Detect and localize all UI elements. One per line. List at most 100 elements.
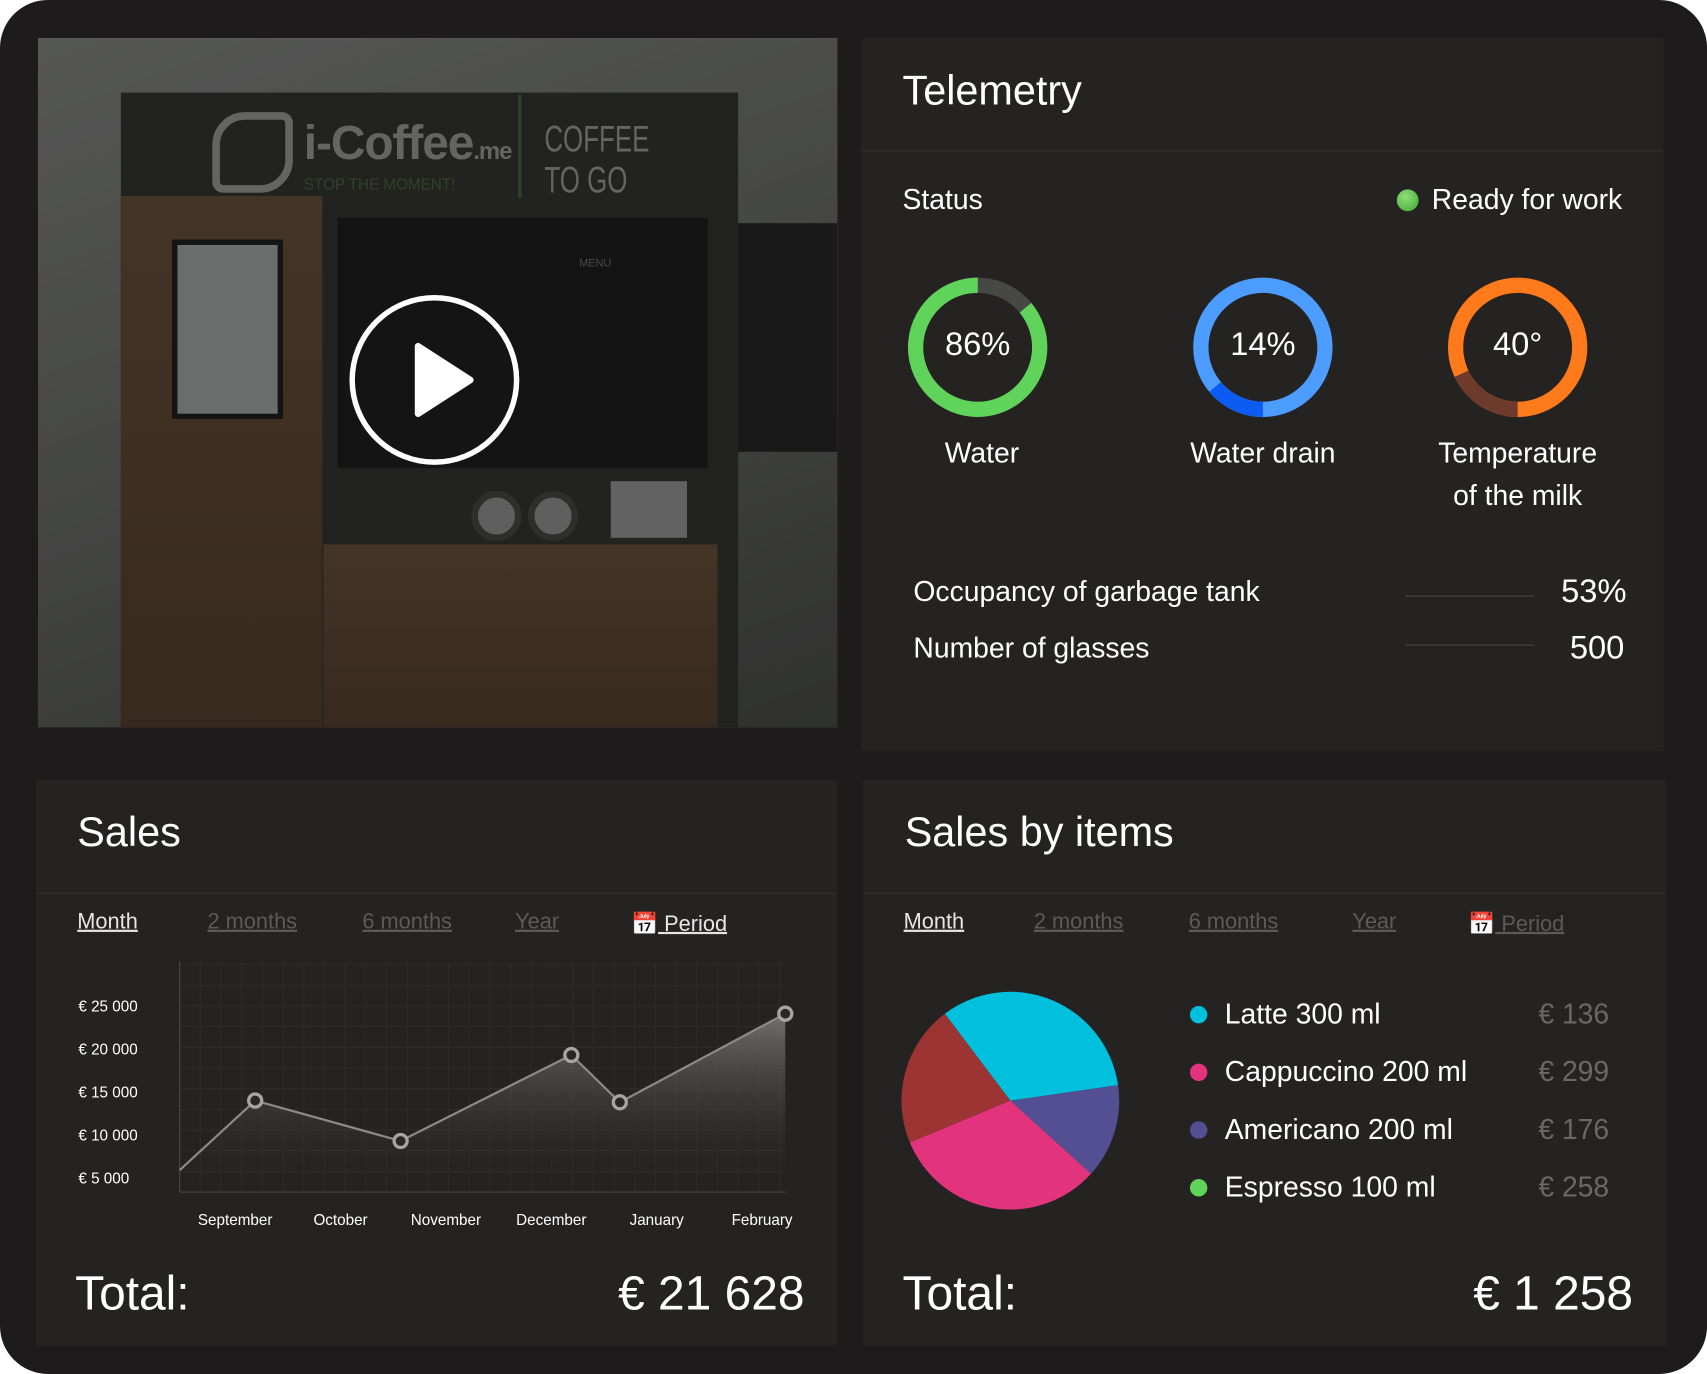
- tab-period[interactable]: 📅 Period: [1468, 910, 1564, 937]
- sales-chart: € 25 000 € 20 000 € 15 000 € 10 000 € 5 000 S…: [78, 961, 794, 1229]
- divider: [1405, 644, 1534, 646]
- sales-total-value: € 21 628: [618, 1267, 805, 1321]
- x-tick-label: December: [516, 1212, 586, 1229]
- pie-slice[interactable]: [944, 991, 1119, 1101]
- divider: [35, 892, 838, 894]
- gauge-label-milk-temperature: Temperature of the milk: [1438, 436, 1598, 512]
- tab-month[interactable]: Month: [77, 910, 138, 935]
- legend-item: Americano 200 ml € 176: [1189, 1112, 1625, 1147]
- menu-board-title: MENU: [579, 258, 612, 270]
- kiosk-bottom-wood: [323, 544, 718, 728]
- sales-period-tabs: Month 2 months 6 months Year 📅 Period: [77, 910, 796, 937]
- play-button[interactable]: [349, 295, 520, 465]
- legend-label: Cappuccino 200 ml: [1224, 1054, 1468, 1088]
- divider: [861, 150, 1664, 152]
- gauge-label-water: Water: [944, 436, 1020, 470]
- legend-item: Latte 300 ml € 136: [1189, 997, 1625, 1031]
- items-total-value: € 1 258: [1473, 1267, 1634, 1321]
- wall-screen: [734, 223, 838, 452]
- data-point[interactable]: [777, 1005, 794, 1022]
- tab-2-months[interactable]: 2 months: [1033, 910, 1124, 935]
- gauge-value-water-drain: 14%: [1230, 326, 1296, 363]
- sign-divider: [518, 94, 522, 199]
- legend-dot: [1189, 1120, 1208, 1139]
- sales-by-items-title: Sales by items: [904, 809, 1174, 856]
- status-badge: Ready for work: [1396, 182, 1623, 217]
- y-tick-label: € 20 000: [78, 1041, 137, 1058]
- data-point[interactable]: [563, 1046, 580, 1064]
- tab-year[interactable]: Year: [1352, 910, 1397, 935]
- y-tick-label: € 5 000: [78, 1170, 129, 1187]
- gauges: [907, 277, 1588, 417]
- tab-2-months[interactable]: 2 months: [207, 910, 298, 935]
- glasses-value: 500: [1569, 630, 1625, 667]
- trash-slot: [610, 481, 687, 538]
- tab-6-months[interactable]: 6 months: [362, 910, 452, 935]
- sales-by-items-panel: Sales by items Month 2 months 6 months Y…: [863, 779, 1666, 1346]
- pie-slice[interactable]: [901, 1013, 1011, 1143]
- kiosk-touchscreen: [172, 239, 284, 420]
- area-fill: [179, 1013, 786, 1193]
- tab-period[interactable]: 📅 Period: [631, 910, 727, 937]
- garbage-tank-label: Occupancy of garbage tank: [913, 574, 1260, 608]
- items-pie-chart: [901, 991, 1120, 1210]
- gauge-fill: [1447, 277, 1588, 417]
- x-tick-label: November: [411, 1212, 481, 1229]
- gauge-value-water: 86%: [944, 326, 1011, 363]
- items-period-tabs: Month 2 months 6 months Year 📅 Period: [904, 910, 1634, 937]
- tab-year[interactable]: Year: [515, 910, 560, 935]
- telemetry-title: Telemetry: [902, 68, 1082, 115]
- status-dot-icon: [1396, 188, 1419, 211]
- items-total-label: Total:: [902, 1267, 1018, 1321]
- telemetry-panel: Telemetry Status Ready for work 86% 14% …: [861, 38, 1664, 752]
- x-tick-label: January: [630, 1212, 685, 1229]
- glasses-label: Number of glasses: [913, 631, 1150, 665]
- calendar-icon: 📅: [630, 912, 659, 937]
- legend-dot: [1189, 1178, 1208, 1196]
- cup-holder: [471, 491, 522, 542]
- divider: [863, 892, 1666, 894]
- y-tick-label: € 15 000: [78, 1084, 137, 1101]
- legend-value: € 136: [1538, 997, 1610, 1030]
- legend-dot: [1189, 1005, 1208, 1023]
- data-point[interactable]: [247, 1092, 264, 1109]
- garbage-tank-value: 53%: [1561, 573, 1627, 610]
- legend-item: Espresso 100 ml € 258: [1189, 1170, 1625, 1204]
- x-tick-label: September: [198, 1212, 273, 1229]
- legend-label: Latte 300 ml: [1224, 997, 1381, 1030]
- sales-title: Sales: [77, 809, 181, 856]
- legend-value: € 176: [1538, 1112, 1610, 1146]
- sales-total-label: Total:: [75, 1267, 190, 1321]
- gauge-value-milk-temperature: 40°: [1492, 326, 1543, 363]
- tab-month[interactable]: Month: [903, 910, 965, 935]
- divider: [1405, 595, 1534, 597]
- sign-text: COFFEE TO GO: [544, 118, 650, 202]
- gauge-fill: [907, 277, 1048, 417]
- gauge-label-water-drain: Water drain: [1190, 436, 1336, 470]
- gauge-fill: [1193, 277, 1333, 417]
- legend-label: Espresso 100 ml: [1224, 1170, 1436, 1204]
- legend-value: € 258: [1538, 1170, 1610, 1204]
- data-point[interactable]: [611, 1094, 628, 1111]
- logo-text: i-Coffee.me: [303, 116, 513, 170]
- y-tick-label: € 25 000: [78, 998, 137, 1015]
- legend-item: Cappuccino 200 ml € 299: [1189, 1054, 1625, 1089]
- status-value: Ready for work: [1431, 182, 1623, 216]
- x-tick-label: February: [732, 1212, 793, 1229]
- video-player[interactable]: i-Coffee.me STOP THE MOMENT! COFFEE TO GO…: [38, 38, 838, 728]
- sales-line: [178, 1012, 786, 1172]
- logo-slogan: STOP THE MOMENT!: [303, 175, 456, 193]
- status-label: Status: [902, 182, 983, 216]
- pie-slice[interactable]: [909, 1100, 1091, 1210]
- cup-holder: [528, 491, 579, 542]
- x-tick-label: October: [313, 1212, 367, 1229]
- pie-slice[interactable]: [1010, 1085, 1120, 1174]
- play-icon: [414, 342, 474, 417]
- legend-label: Americano 200 ml: [1224, 1112, 1453, 1146]
- y-tick-label: € 10 000: [78, 1127, 137, 1144]
- logo-mark: [212, 112, 293, 193]
- calendar-icon: 📅: [1468, 912, 1496, 937]
- data-point[interactable]: [392, 1132, 409, 1150]
- tab-6-months[interactable]: 6 months: [1188, 910, 1279, 935]
